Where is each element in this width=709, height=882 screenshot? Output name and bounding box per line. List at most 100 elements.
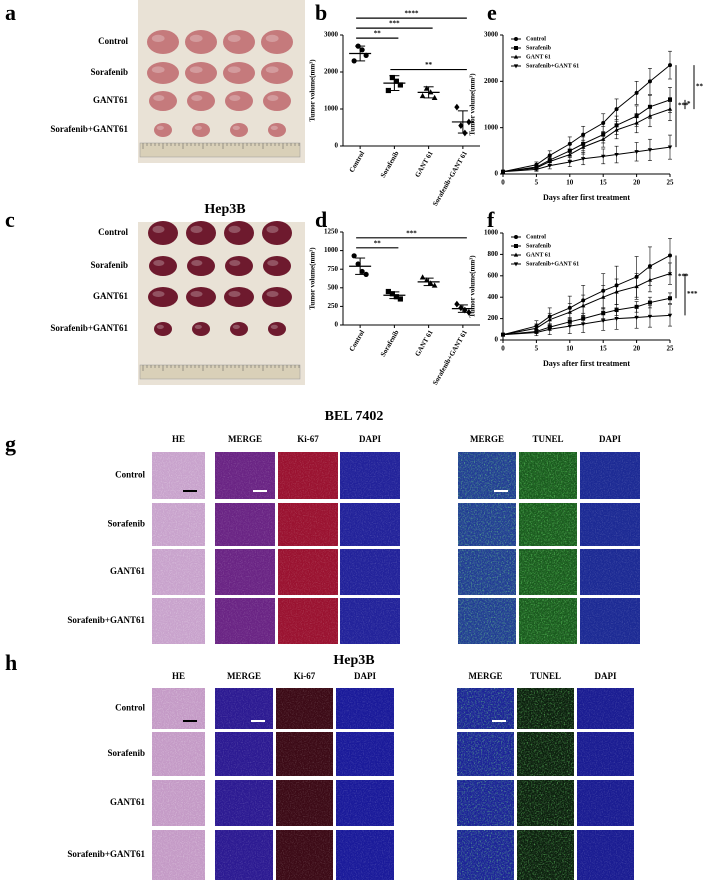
tumor-highlight bbox=[151, 34, 165, 43]
tumor-highlight bbox=[190, 291, 203, 297]
micrograph-signal bbox=[457, 830, 514, 880]
tumor-highlight bbox=[152, 291, 165, 297]
tumor bbox=[154, 123, 172, 137]
tumor-highlight bbox=[191, 260, 203, 266]
tumor bbox=[262, 221, 292, 245]
data-point bbox=[458, 304, 464, 312]
data-point bbox=[614, 289, 619, 294]
tumor-highlight bbox=[189, 66, 203, 73]
tumor bbox=[185, 62, 217, 84]
y-tick-label: 0 bbox=[335, 321, 339, 329]
y-tick-label: 2000 bbox=[324, 68, 339, 76]
data-point bbox=[397, 296, 403, 302]
tumor bbox=[154, 322, 172, 336]
data-point bbox=[547, 153, 552, 158]
micrograph-texture bbox=[152, 503, 205, 546]
tumor-highlight bbox=[189, 34, 203, 43]
data-point bbox=[458, 122, 464, 130]
x-tick-label: Sorafenib bbox=[379, 329, 401, 358]
micrograph-signal bbox=[517, 780, 574, 826]
x-tick-label: 15 bbox=[600, 345, 608, 353]
data-point bbox=[634, 150, 639, 155]
significance-label: **** bbox=[405, 10, 420, 18]
micrograph-texture bbox=[577, 780, 634, 826]
x-tick-label: 25 bbox=[667, 179, 675, 187]
data-point bbox=[647, 277, 653, 282]
micrograph-signal bbox=[457, 732, 514, 776]
series-line bbox=[502, 314, 671, 336]
tumor-highlight bbox=[228, 225, 241, 233]
tumor bbox=[192, 322, 210, 336]
tumor bbox=[262, 287, 292, 307]
y-tick-label: 0 bbox=[335, 142, 339, 150]
x-tick-label: Sorafenib bbox=[379, 150, 401, 179]
data-point bbox=[359, 47, 365, 53]
data-point bbox=[614, 152, 619, 157]
tumor bbox=[186, 221, 216, 245]
section-title: BEL 7402 bbox=[325, 409, 384, 424]
data-point bbox=[667, 271, 673, 276]
significance-label: ** bbox=[374, 239, 382, 247]
micrograph-texture bbox=[215, 780, 273, 826]
micrograph-texture bbox=[276, 780, 333, 826]
column-header: DAPI bbox=[599, 434, 621, 444]
x-tick-label: Sorafenib+GANT 61 bbox=[431, 149, 469, 207]
data-point bbox=[363, 271, 369, 278]
row-label: Sorafenib bbox=[107, 519, 145, 529]
data-point bbox=[567, 152, 572, 157]
y-axis-label: Tumor volume(mm³) bbox=[309, 247, 317, 310]
data-point bbox=[634, 90, 639, 95]
significance-label: ** bbox=[696, 83, 704, 91]
data-point bbox=[647, 264, 652, 269]
data-point bbox=[580, 322, 586, 327]
data-point bbox=[500, 333, 506, 338]
data-point bbox=[466, 308, 472, 316]
legend-label: Sorafenib bbox=[526, 45, 552, 51]
row-label: GANT61 bbox=[93, 95, 129, 105]
panel-letter: h bbox=[5, 650, 17, 675]
micrograph-texture bbox=[276, 688, 333, 729]
tumor bbox=[147, 62, 179, 84]
data-point bbox=[500, 170, 506, 175]
legend-label: Control bbox=[526, 36, 546, 42]
micrograph-texture bbox=[152, 830, 205, 880]
micrograph-texture bbox=[152, 688, 205, 729]
tumor bbox=[148, 221, 178, 245]
data-point bbox=[567, 324, 572, 329]
micrograph-texture bbox=[340, 503, 400, 546]
data-point bbox=[393, 78, 399, 84]
ruler bbox=[139, 364, 301, 380]
row-label: Sorafenib+GANT61 bbox=[67, 615, 145, 625]
x-tick-label: 25 bbox=[667, 345, 675, 353]
photo-title: Hep3B bbox=[204, 202, 245, 217]
column-header: MERGE bbox=[228, 434, 262, 444]
y-tick-label: 1000 bbox=[484, 123, 499, 131]
tumor-highlight bbox=[265, 34, 279, 43]
micrograph-signal bbox=[517, 732, 574, 776]
y-tick-label: 250 bbox=[328, 302, 339, 310]
micrograph-texture bbox=[336, 830, 394, 880]
y-axis-label: Tumor volume(mm³) bbox=[469, 255, 477, 318]
significance-label: *** bbox=[389, 20, 400, 28]
micrograph-signal bbox=[519, 598, 577, 644]
row-label: Sorafenib bbox=[90, 260, 128, 270]
row-label: Sorafenib bbox=[107, 748, 145, 758]
data-point bbox=[647, 148, 653, 153]
x-tick-label: 0 bbox=[501, 179, 505, 187]
tumor-highlight bbox=[153, 260, 165, 266]
ruler bbox=[139, 142, 301, 158]
tumor-highlight bbox=[194, 125, 202, 130]
x-tick-label: 20 bbox=[633, 345, 641, 353]
legend-marker bbox=[514, 37, 518, 41]
micrograph-texture bbox=[215, 503, 275, 546]
x-tick-label: 20 bbox=[633, 179, 641, 187]
column-header: DAPI bbox=[359, 434, 381, 444]
panel-letter: a bbox=[5, 0, 16, 25]
data-point bbox=[668, 296, 672, 301]
legend-marker bbox=[514, 46, 518, 50]
row-label: Control bbox=[98, 36, 128, 46]
micrograph-signal bbox=[519, 549, 577, 595]
row-label: Sorafenib+GANT61 bbox=[50, 323, 128, 333]
data-point bbox=[351, 58, 357, 64]
